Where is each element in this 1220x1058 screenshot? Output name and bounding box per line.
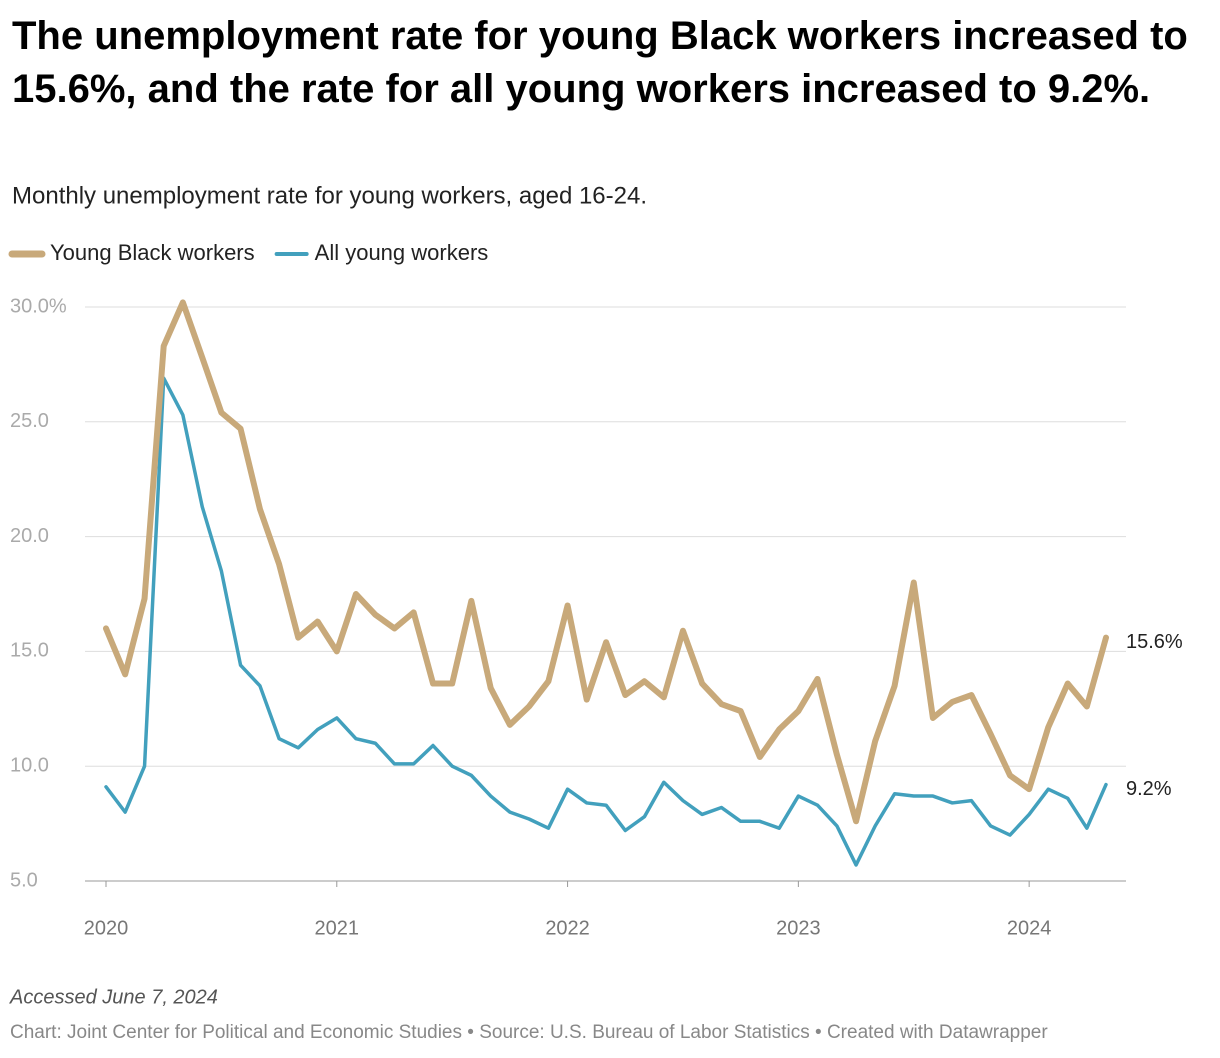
y-tick-label: 10.0 bbox=[10, 754, 49, 776]
y-tick-label: 20.0 bbox=[10, 525, 49, 547]
y-tick-label: 5.0 bbox=[10, 869, 38, 891]
chart-title: The unemployment rate for young Black wo… bbox=[12, 14, 1188, 111]
x-tick-label: 2022 bbox=[545, 917, 590, 939]
x-tick-label: 2021 bbox=[315, 917, 360, 939]
end-label: 9.2% bbox=[1126, 778, 1172, 800]
x-tick-label: 2023 bbox=[776, 917, 821, 939]
x-tick-label: 2024 bbox=[1007, 917, 1052, 939]
x-tick-label: 2020 bbox=[84, 917, 129, 939]
series-line bbox=[104, 376, 1108, 867]
y-tick-label: 25.0 bbox=[10, 410, 49, 432]
y-tick-label: 30.0% bbox=[10, 295, 67, 317]
legend-label: All young workers bbox=[315, 240, 489, 265]
series-line bbox=[103, 299, 1109, 825]
credit: Chart: Joint Center for Political and Ec… bbox=[10, 1022, 1048, 1043]
chart-subtitle: Monthly unemployment rate for young work… bbox=[12, 182, 647, 209]
legend-label: Young Black workers bbox=[50, 240, 255, 265]
y-tick-label: 15.0 bbox=[10, 640, 49, 662]
note: Accessed June 7, 2024 bbox=[9, 986, 218, 1008]
end-label: 15.6% bbox=[1126, 631, 1183, 653]
